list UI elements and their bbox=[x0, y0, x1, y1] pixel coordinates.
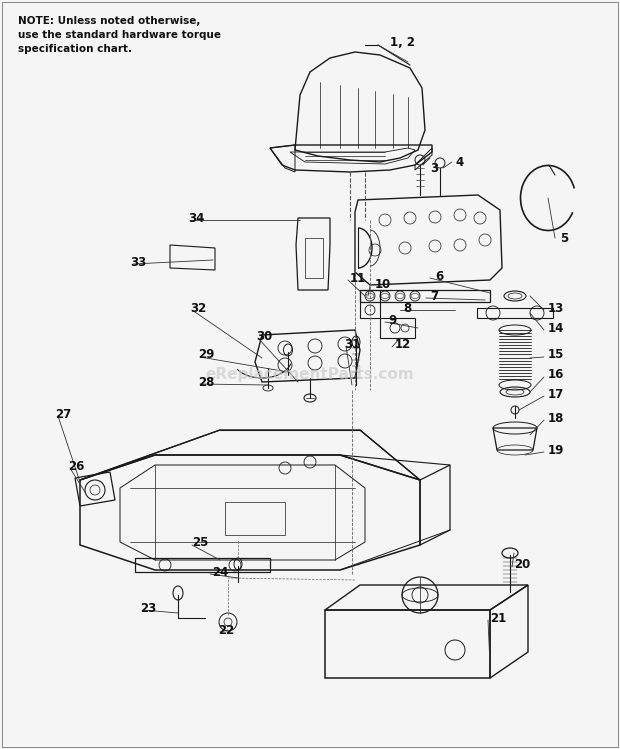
Text: eReplacementParts.com: eReplacementParts.com bbox=[206, 366, 414, 381]
Text: 10: 10 bbox=[375, 277, 391, 291]
Text: 15: 15 bbox=[548, 348, 564, 362]
Text: 7: 7 bbox=[430, 290, 438, 303]
Text: specification chart.: specification chart. bbox=[18, 44, 132, 54]
Text: 29: 29 bbox=[198, 348, 215, 362]
Text: 23: 23 bbox=[140, 601, 156, 614]
Text: 11: 11 bbox=[350, 271, 366, 285]
Text: 19: 19 bbox=[548, 443, 564, 456]
Text: 22: 22 bbox=[218, 623, 234, 637]
Text: 12: 12 bbox=[395, 339, 411, 351]
Text: 4: 4 bbox=[455, 156, 463, 169]
Text: 1, 2: 1, 2 bbox=[390, 35, 415, 49]
Text: 32: 32 bbox=[190, 302, 206, 315]
Text: 13: 13 bbox=[548, 302, 564, 315]
Text: 34: 34 bbox=[188, 211, 205, 225]
Text: 26: 26 bbox=[68, 459, 84, 473]
Text: 8: 8 bbox=[403, 302, 411, 315]
Text: 28: 28 bbox=[198, 375, 215, 389]
Text: 27: 27 bbox=[55, 407, 71, 420]
Text: NOTE: Unless noted otherwise,: NOTE: Unless noted otherwise, bbox=[18, 16, 200, 26]
Text: 25: 25 bbox=[192, 536, 208, 550]
Text: 3: 3 bbox=[430, 162, 438, 175]
Text: 14: 14 bbox=[548, 321, 564, 335]
Text: 31: 31 bbox=[344, 338, 360, 351]
Text: 20: 20 bbox=[514, 559, 530, 571]
Text: 17: 17 bbox=[548, 387, 564, 401]
Text: 5: 5 bbox=[560, 231, 569, 244]
Text: use the standard hardware torque: use the standard hardware torque bbox=[18, 30, 221, 40]
Text: 6: 6 bbox=[435, 270, 443, 282]
Text: 24: 24 bbox=[212, 565, 228, 578]
Text: 9: 9 bbox=[388, 314, 396, 327]
Text: 21: 21 bbox=[490, 611, 507, 625]
Text: 33: 33 bbox=[130, 255, 146, 268]
Text: 18: 18 bbox=[548, 411, 564, 425]
Text: 16: 16 bbox=[548, 369, 564, 381]
Text: 30: 30 bbox=[256, 330, 272, 342]
